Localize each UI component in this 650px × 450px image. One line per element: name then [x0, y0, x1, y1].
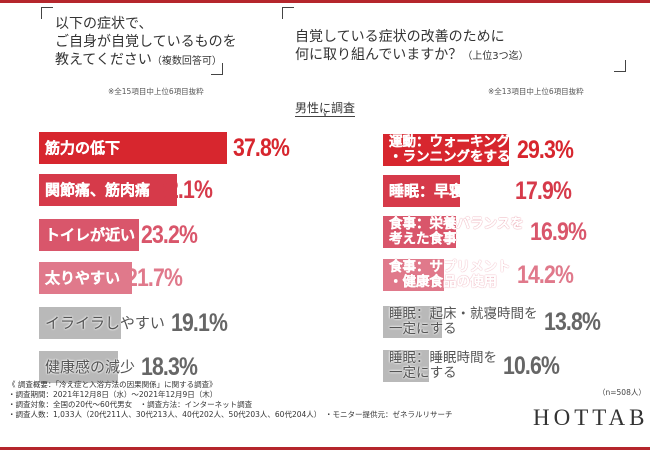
- footer-line: ・調査人数：1,033人（20代211人、30代213人、40代202人、50代…: [8, 410, 453, 419]
- bracket-close: [211, 63, 223, 75]
- bar: [39, 351, 118, 383]
- bar-label-group: 睡眠：起床・就寝時間を 一定にする: [383, 306, 538, 338]
- bar-value-label: 21.7%: [126, 263, 183, 292]
- sample-size: （n=508人）: [598, 388, 646, 397]
- bracket-open: [41, 7, 53, 19]
- question-1: 以下の症状で、 ご自身が自覚しているものを 教えてください（複数回答可）: [55, 15, 237, 71]
- bar: [383, 350, 429, 382]
- chevron-down-icon: ∨: [322, 110, 328, 118]
- bar-value-label: 17.9%: [515, 176, 572, 205]
- bar-row: 太りやすい 21.7%: [39, 262, 192, 294]
- bar-label-group: 健康感の減少: [39, 351, 135, 383]
- bar-row: 食事：サプリメント ・健康食品の使用 14.2%: [383, 259, 582, 291]
- bar-category-label: 運動：ウォーキング ・ランニングをする: [389, 134, 511, 165]
- bar-row: イライラしやすい 19.1%: [39, 307, 237, 339]
- bar-row: トイレが近い 23.2%: [39, 219, 207, 251]
- bar: [383, 175, 460, 207]
- bar-label-group: トイレが近い: [39, 219, 139, 251]
- bar: [39, 307, 121, 339]
- bar-category-label: 関節痛、筋肉痛: [45, 181, 151, 199]
- bar: [383, 134, 509, 166]
- bar-value-label: 37.8%: [233, 133, 290, 162]
- bar-category-label: 睡眠：睡眠時間を 一定にする: [389, 350, 497, 381]
- bar-label-group: 筋力の低下: [39, 132, 227, 164]
- bar-value-label: 18.3%: [141, 352, 198, 381]
- bar-row: 健康感の減少 18.3%: [39, 351, 207, 383]
- bar-category-label: 筋力の低下: [45, 139, 121, 157]
- bar-value-label: 13.8%: [543, 307, 601, 336]
- bar-category-label: 睡眠：早寝早起き: [389, 182, 510, 200]
- top-rule: [0, 0, 650, 3]
- bottom-rule: [0, 447, 650, 450]
- bar-label-group: 太りやすい: [39, 262, 132, 294]
- bar: [39, 262, 132, 294]
- bar-row: 睡眠：早寝早起き 17.9%: [383, 175, 581, 207]
- bar-label-group: 食事：栄養バランスを 考えた食事: [383, 216, 524, 248]
- bar-value-label: 23.2%: [141, 220, 198, 249]
- bar-row: 睡眠：睡眠時間を 一定にする 10.6%: [383, 350, 569, 382]
- bar: [383, 306, 442, 338]
- bar: [39, 132, 227, 164]
- footer-line: 《 調査概要：「冷え症と入浴方法の因果関係」に関する調査》: [8, 380, 217, 389]
- bar-category-label: 睡眠：起床・就寝時間を 一定にする: [389, 306, 538, 337]
- bar-category-label: トイレが近い: [45, 226, 136, 244]
- bar-value-label: 14.2%: [516, 260, 574, 289]
- bar-value-label: 19.1%: [170, 308, 228, 337]
- bar-category-label: 食事：サプリメント ・健康食品の使用: [389, 259, 511, 290]
- q1-line: ご自身が自覚しているものを: [55, 34, 237, 50]
- bar-label-group: 関節痛、筋肉痛: [39, 174, 177, 206]
- bar-value-label: 16.9%: [529, 217, 587, 246]
- bar-value-label: 32.1%: [156, 175, 213, 204]
- bar: [383, 216, 456, 248]
- bar-category-label: 食事：栄養バランスを 考えた食事: [389, 216, 524, 247]
- bar: [383, 259, 444, 291]
- bar: [39, 219, 139, 251]
- center-title: 男性に調査: [294, 101, 355, 115]
- q2-line: 何に取り組んでいますか？: [295, 47, 463, 63]
- bar-label-group: 睡眠：睡眠時間を 一定にする: [383, 350, 497, 382]
- bar-row: 食事：栄養バランスを 考えた食事 16.9%: [383, 216, 596, 248]
- bracket-open: [282, 7, 294, 19]
- bar-row: 睡眠：起床・就寝時間を 一定にする 13.8%: [383, 306, 609, 338]
- bracket-close: [614, 60, 626, 72]
- bar: [39, 174, 177, 206]
- footer-line: ・調査対象：全国の20代～60代男女 ・調査方法：インターネット調査: [8, 400, 253, 409]
- bar-row: 筋力の低下 37.8%: [39, 132, 299, 164]
- bar-row: 関節痛、筋肉痛 32.1%: [39, 174, 222, 206]
- bar-label-group: 睡眠：早寝早起き: [383, 175, 509, 207]
- bar-row: 運動：ウォーキング ・ランニングをする 29.3%: [383, 134, 582, 166]
- question-2: 自覚している症状の改善のために 何に取り組んでいますか？（上位3つ迄）: [295, 28, 529, 66]
- q1-line: 以下の症状で、: [55, 16, 153, 32]
- bar-label-group: 運動：ウォーキング ・ランニングをする: [383, 134, 511, 166]
- hottab-logo: HOTTAB: [533, 405, 649, 430]
- bar-label-group: イライラしやすい: [39, 307, 165, 339]
- bar-label-group: 食事：サプリメント ・健康食品の使用: [383, 259, 511, 291]
- q2-line: 自覚している症状の改善のために: [295, 29, 505, 45]
- bar-category-label: イライラしやすい: [45, 314, 165, 332]
- bar-category-label: 太りやすい: [45, 269, 121, 287]
- q1-note: ※全15項目中上位6項目抜粋: [108, 87, 204, 96]
- footer-line: ・調査期間：2021年12月8日（水）～2021年12月9日（木）: [8, 390, 218, 399]
- q2-suffix: （上位3つ迄）: [462, 51, 529, 62]
- bar-value-label: 29.3%: [516, 135, 574, 164]
- q2-note: ※全13項目中上位6項目抜粋: [488, 87, 584, 96]
- q1-line: 教えてください: [55, 52, 152, 68]
- divider: [295, 116, 355, 117]
- footer: 《 調査概要：「冷え症と入浴方法の因果関係」に関する調査》 ・調査期間：2021…: [8, 380, 453, 420]
- q1-suffix: （複数回答可）: [151, 56, 222, 67]
- bar-category-label: 健康感の減少: [45, 358, 136, 376]
- bar-value-label: 10.6%: [503, 351, 560, 380]
